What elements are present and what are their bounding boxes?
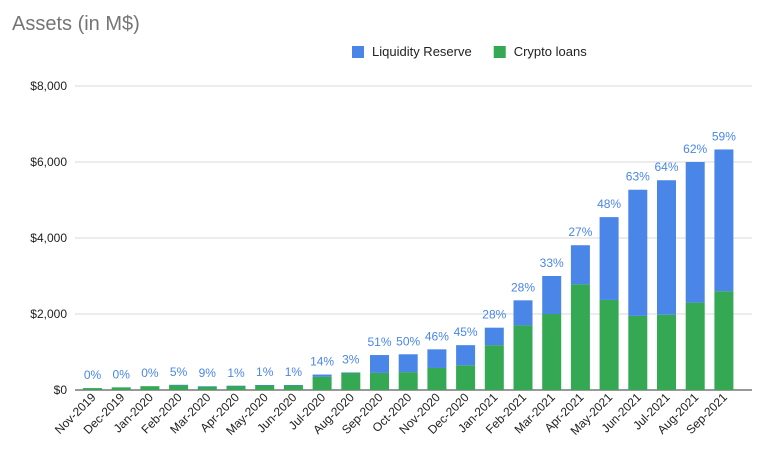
bar-liquidity-reserve bbox=[599, 217, 619, 300]
y-tick-label: $8,000 bbox=[30, 79, 67, 93]
data-label: 1% bbox=[285, 365, 303, 379]
bar-liquidity-reserve bbox=[570, 245, 590, 285]
data-label: 62% bbox=[683, 142, 707, 156]
bar-crypto-loans bbox=[599, 299, 619, 390]
bar-liquidity-reserve bbox=[226, 385, 246, 387]
bar-liquidity-reserve bbox=[513, 300, 533, 326]
bar-crypto-loans bbox=[456, 365, 476, 390]
data-labels: 0% 0% 0% 5% 9% 1% 1% 1% 14% 3% 51% 50% 46% 45% 28% 28% 3… bbox=[84, 129, 736, 382]
bar-liquidity-reserve bbox=[312, 374, 332, 377]
data-label: 1% bbox=[256, 365, 274, 379]
bar-crypto-loans bbox=[312, 376, 332, 390]
bar-crypto-loans bbox=[714, 291, 734, 390]
data-label: 0% bbox=[84, 368, 102, 382]
data-label: 45% bbox=[454, 325, 478, 339]
data-label: 48% bbox=[597, 197, 621, 211]
bar-crypto-loans bbox=[283, 385, 303, 390]
bar-crypto-loans bbox=[628, 315, 648, 390]
legend-swatch bbox=[493, 46, 506, 58]
bar-crypto-loans bbox=[513, 325, 533, 390]
legend-swatch bbox=[352, 46, 364, 58]
data-label: 46% bbox=[425, 329, 449, 343]
bar-crypto-loans bbox=[398, 372, 418, 390]
y-tick-label: $4,000 bbox=[30, 231, 67, 245]
bar-liquidity-reserve bbox=[398, 354, 418, 373]
bar-liquidity-reserve bbox=[255, 385, 275, 386]
bar-crypto-loans bbox=[111, 387, 131, 390]
data-label: 50% bbox=[396, 334, 420, 348]
bar-crypto-loans bbox=[370, 372, 389, 390]
bar-liquidity-reserve bbox=[341, 372, 361, 373]
data-label: 51% bbox=[367, 335, 391, 349]
bar-liquidity-reserve bbox=[628, 189, 648, 316]
bar-liquidity-reserve bbox=[456, 345, 476, 366]
data-label: 14% bbox=[310, 355, 334, 369]
data-label: 63% bbox=[626, 170, 650, 184]
legend: Liquidity Reserve Crypto loans bbox=[352, 44, 587, 59]
x-axis-ticks: Nov-2019Dec-2019Jan-2020Feb-2020Mar-2020… bbox=[52, 390, 730, 438]
data-label: 0% bbox=[141, 366, 159, 380]
bar-liquidity-reserve bbox=[685, 162, 705, 303]
bar-crypto-loans bbox=[83, 388, 102, 390]
data-label: 64% bbox=[654, 160, 678, 174]
bar-crypto-loans bbox=[484, 345, 504, 390]
bar-liquidity-reserve bbox=[657, 180, 676, 315]
bar-crypto-loans bbox=[542, 314, 562, 390]
y-tick-label: $2,000 bbox=[30, 307, 67, 321]
bar-liquidity-reserve bbox=[283, 385, 303, 386]
bar-crypto-loans bbox=[197, 386, 217, 390]
y-tick-label: $6,000 bbox=[30, 155, 67, 169]
bar-crypto-loans bbox=[657, 314, 676, 390]
data-label: 28% bbox=[511, 280, 535, 294]
data-label: 59% bbox=[712, 129, 736, 143]
bars bbox=[83, 149, 734, 390]
bar-crypto-loans bbox=[427, 367, 447, 390]
bar-crypto-loans bbox=[140, 386, 160, 390]
bar-liquidity-reserve bbox=[714, 149, 734, 292]
data-label: 9% bbox=[199, 366, 217, 380]
bar-crypto-loans bbox=[341, 372, 361, 390]
bar-liquidity-reserve bbox=[197, 386, 217, 387]
bar-crypto-loans bbox=[570, 284, 590, 390]
data-label: 28% bbox=[482, 308, 506, 322]
bar-crypto-loans bbox=[169, 385, 189, 390]
data-label: 3% bbox=[342, 352, 360, 366]
bar-crypto-loans bbox=[685, 302, 705, 390]
bar-liquidity-reserve bbox=[427, 349, 447, 368]
legend-label: Crypto loans bbox=[514, 44, 587, 59]
bar-liquidity-reserve bbox=[484, 327, 504, 346]
bar-liquidity-reserve bbox=[370, 355, 389, 373]
chart-title: Assets (in M$) bbox=[12, 13, 140, 35]
y-tick-label: $0 bbox=[54, 383, 68, 397]
data-label: 0% bbox=[113, 367, 131, 381]
bar-crypto-loans bbox=[255, 385, 275, 390]
data-label: 27% bbox=[568, 225, 592, 239]
data-label: 1% bbox=[227, 366, 245, 380]
data-label: 5% bbox=[170, 365, 188, 379]
bar-liquidity-reserve bbox=[169, 384, 189, 386]
bar-crypto-loans bbox=[226, 385, 246, 390]
legend-label: Liquidity Reserve bbox=[372, 44, 472, 59]
data-label: 33% bbox=[540, 256, 564, 270]
bar-liquidity-reserve bbox=[542, 276, 562, 314]
